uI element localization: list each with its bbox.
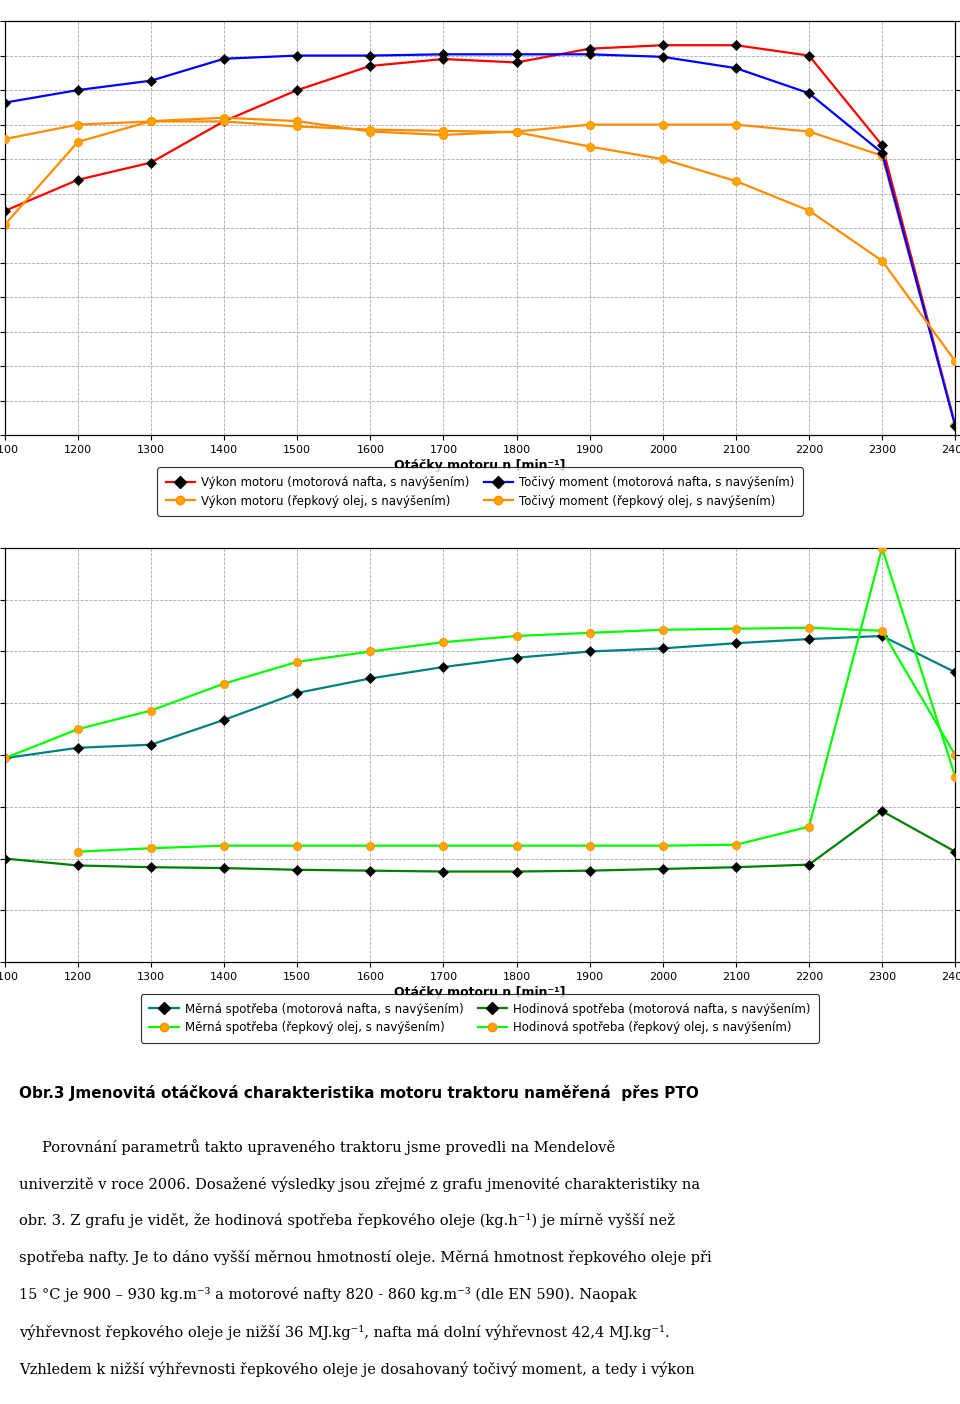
X-axis label: Otáčky motoru n [min⁻¹]: Otáčky motoru n [min⁻¹]	[395, 459, 565, 472]
Text: spotřeba nafty. Je to dáno vyšší měrnou hmotností oleje. Měrná hmotnost řepkovéh: spotřeba nafty. Je to dáno vyšší měrnou …	[19, 1251, 711, 1265]
X-axis label: Otáčky motoru n [min⁻¹]: Otáčky motoru n [min⁻¹]	[395, 986, 565, 1000]
Text: Vzhledem k nižší výhřevnosti řepkového oleje je dosahovaný točivý moment, a tedy: Vzhledem k nižší výhřevnosti řepkového o…	[19, 1362, 695, 1377]
Text: obr. 3. Z grafu je vidět, že hodinová spotřeba řepkového oleje (kg.h⁻¹) je mírně: obr. 3. Z grafu je vidět, že hodinová sp…	[19, 1213, 675, 1228]
Text: 15 °C je 900 – 930 kg.m⁻³ a motorové nafty 820 - 860 kg.m⁻³ (dle EN 590). Naopak: 15 °C je 900 – 930 kg.m⁻³ a motorové naf…	[19, 1287, 636, 1303]
Text: Porovnání parametrů takto upraveného traktoru jsme provedli na Mendelově: Porovnání parametrů takto upraveného tra…	[19, 1139, 615, 1155]
Text: výhřevnost řepkového oleje je nižší 36 MJ.kg⁻¹, nafta má dolní výhřevnost 42,4 M: výhřevnost řepkového oleje je nižší 36 M…	[19, 1324, 670, 1339]
Legend: Měrná spotřeba (motorová nafta, s navýšením), Měrná spotřeba (řepkový olej, s na: Měrná spotřeba (motorová nafta, s navýše…	[141, 994, 819, 1043]
Text: Obr.3 Jmenovitá otáčková charakteristika motoru traktoru naměřená  přes PTO: Obr.3 Jmenovitá otáčková charakteristika…	[19, 1084, 699, 1101]
Text: univerzitě v roce 2006. Dosažené výsledky jsou zřejmé z grafu jmenovité charakte: univerzitě v roce 2006. Dosažené výsledk…	[19, 1177, 700, 1192]
Legend: Výkon motoru (motorová nafta, s navýšením), Výkon motoru (řepkový olej, s navýše: Výkon motoru (motorová nafta, s navýšení…	[157, 468, 803, 515]
